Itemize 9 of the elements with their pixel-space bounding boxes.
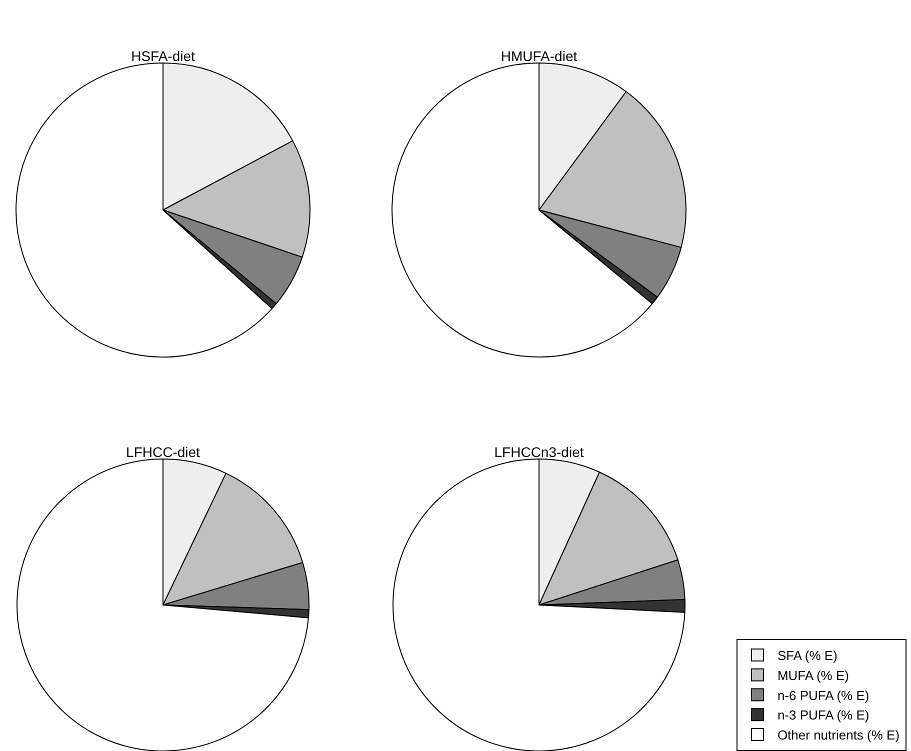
slice-label: LFHCC-diet <box>126 444 200 460</box>
legend-label: MUFA (% E) <box>777 668 849 683</box>
slice-label: LFHCCn3-diet <box>494 444 584 460</box>
slice-label: HMUFA-diet <box>500 48 578 64</box>
legend-label: n-6 PUFA (% E) <box>777 688 870 703</box>
legend-label: SFA (% E) <box>777 648 838 664</box>
slice-label: HSFA-diet <box>131 48 196 64</box>
legend-label: Other nutrients (% E) <box>777 728 900 743</box>
legend-label: n-3 PUFA (% E) <box>777 708 870 723</box>
